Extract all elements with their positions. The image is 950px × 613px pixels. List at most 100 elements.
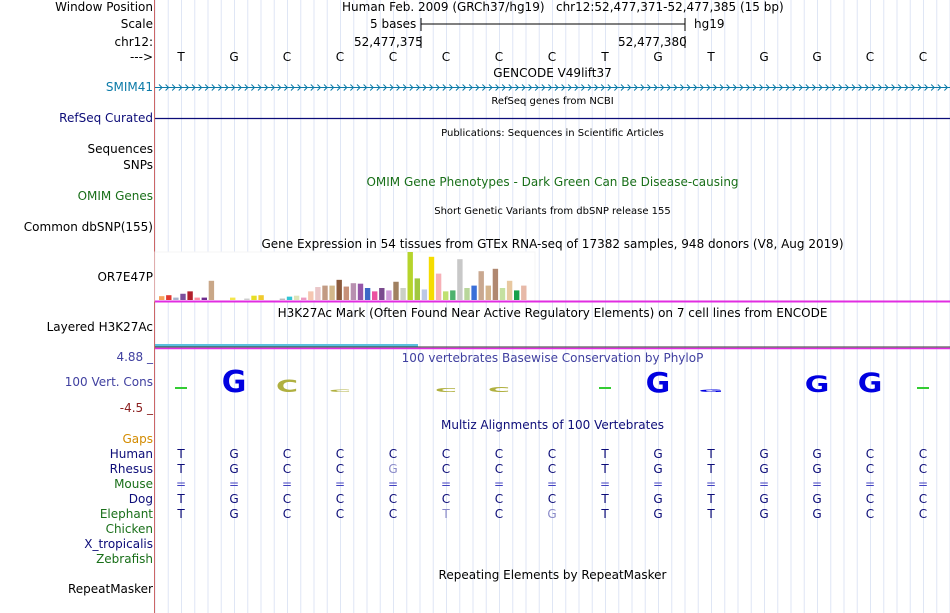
species-label[interactable]: Rhesus	[109, 462, 153, 476]
gtex-tissue-bar	[457, 259, 463, 300]
alignment-base: C	[282, 507, 292, 521]
gencode-strand-chevron	[501, 84, 506, 91]
alignment-base: T	[177, 507, 185, 521]
gencode-strand-chevron	[376, 84, 381, 91]
gtex-tissue-bar	[357, 283, 364, 300]
alignment-base: =	[387, 477, 399, 491]
gtex-tissue-bar	[166, 295, 172, 300]
ruler-base: C	[335, 50, 345, 64]
gtex-tissue-bar	[364, 288, 371, 300]
gtex-tissue-bar	[521, 285, 527, 300]
gencode-strand-chevron	[363, 84, 368, 91]
alignment-base: =	[758, 477, 770, 491]
alignment-base: C	[494, 507, 504, 521]
gencode-strand-chevron	[515, 84, 520, 91]
alignment-base: G	[653, 507, 663, 521]
alignment-base: G	[229, 507, 239, 521]
gtex-tissue-bar	[379, 288, 385, 300]
alignment-base: T	[707, 507, 715, 521]
gencode-strand-chevron	[924, 84, 929, 91]
alignment-base: T	[601, 492, 609, 506]
alignment-base: =	[652, 477, 664, 491]
db-label: hg19	[694, 17, 725, 31]
alignment-base: C	[335, 507, 345, 521]
gencode-strand-chevron	[297, 84, 302, 91]
gtex-tissue-bar	[471, 285, 477, 300]
position-range[interactable]: chr12:52,477,371-52,477,385 (15 bp)	[555, 0, 784, 14]
scale-label: Scale	[120, 17, 153, 31]
alignment-base: =	[705, 477, 717, 491]
gencode-strand-chevron	[666, 84, 671, 91]
gencode-strand-chevron	[218, 84, 223, 91]
gencode-strand-chevron	[389, 84, 394, 91]
gtex-tissue-bar	[443, 291, 449, 300]
species-label[interactable]: X_tropicalis	[84, 537, 153, 551]
gtex-tissue-bar	[421, 289, 428, 300]
gencode-strand-chevron	[653, 84, 658, 91]
phylop-label[interactable]: 100 Vert. Cons	[64, 375, 153, 389]
gtex-tissue-bar	[180, 293, 186, 300]
refseq-label[interactable]: RefSeq Curated	[59, 111, 153, 125]
alignment-base: C	[547, 492, 557, 506]
gencode-strand-chevron	[620, 84, 625, 91]
snps-label[interactable]: SNPs	[123, 158, 153, 172]
gencode-strand-chevron	[396, 84, 401, 91]
gencode-strand-chevron	[587, 84, 592, 91]
gencode-strand-chevron	[185, 84, 190, 91]
species-label[interactable]: Mouse	[114, 477, 153, 491]
gencode-strand-chevron	[858, 84, 863, 91]
gtex-tissue-bar	[230, 297, 236, 300]
alignment-base: =	[334, 477, 346, 491]
strand-arrow-label: --->	[129, 50, 153, 64]
gencode-strand-chevron	[812, 84, 817, 91]
alignment-base: C	[282, 447, 292, 461]
gtex-tissue-bar	[279, 298, 286, 300]
species-label[interactable]: Dog	[128, 492, 153, 506]
gencode-strand-chevron	[614, 84, 619, 91]
alignment-base: =	[281, 477, 293, 491]
h3k27ac-label[interactable]: Layered H3K27Ac	[46, 320, 153, 334]
species-label[interactable]: Zebrafish	[96, 552, 153, 566]
alignment-base: C	[918, 447, 928, 461]
multiz-gaps-label[interactable]: Gaps	[122, 432, 153, 446]
alignment-base: G	[229, 447, 239, 461]
dbsnp-label[interactable]: Common dbSNP(155)	[23, 220, 153, 234]
gencode-strand-chevron	[270, 84, 275, 91]
phylop-base-letter: G	[858, 367, 883, 398]
alignment-base: =	[493, 477, 505, 491]
gencode-strand-chevron	[805, 84, 810, 91]
alignment-base: C	[865, 447, 875, 461]
species-label[interactable]: Elephant	[99, 507, 153, 521]
gencode-gene-label[interactable]: SMIM41	[105, 80, 153, 94]
omim-label[interactable]: OMIM Genes	[77, 189, 153, 203]
gtex-tissue-bar	[435, 273, 442, 300]
gencode-strand-chevron	[752, 84, 757, 91]
repeatmasker-label[interactable]: RepeatMasker	[67, 582, 153, 596]
gtex-tissue-bar	[428, 256, 435, 300]
gencode-strand-chevron	[594, 84, 599, 91]
gencode-strand-chevron	[759, 84, 764, 91]
gencode-strand-chevron	[158, 84, 163, 91]
gtex-tissue-bar	[173, 297, 179, 300]
gencode-strand-chevron	[198, 84, 203, 91]
phylop-base-letter: C	[488, 386, 510, 394]
gtex-gene-label[interactable]: OR7E47P	[97, 270, 153, 284]
alignment-base: =	[440, 477, 452, 491]
gencode-strand-chevron	[818, 84, 823, 91]
gtex-tissue-bar	[372, 291, 378, 300]
gencode-strand-chevron	[171, 84, 176, 91]
ruler-base: C	[918, 50, 928, 64]
gtex-tissue-bar	[308, 291, 314, 300]
gtex-tissue-bar	[244, 298, 250, 300]
sequences-label[interactable]: Sequences	[87, 142, 153, 156]
gencode-strand-chevron	[303, 84, 308, 91]
gencode-strand-chevron	[534, 84, 539, 91]
species-label[interactable]: Human	[109, 447, 153, 461]
gencode-strand-chevron	[264, 84, 269, 91]
gencode-strand-chevron	[554, 84, 559, 91]
gencode-strand-chevron	[911, 84, 916, 91]
gencode-strand-chevron	[422, 84, 427, 91]
species-label[interactable]: Chicken	[105, 522, 153, 536]
phylop-mark	[175, 387, 187, 389]
alignment-base: C	[494, 462, 504, 476]
